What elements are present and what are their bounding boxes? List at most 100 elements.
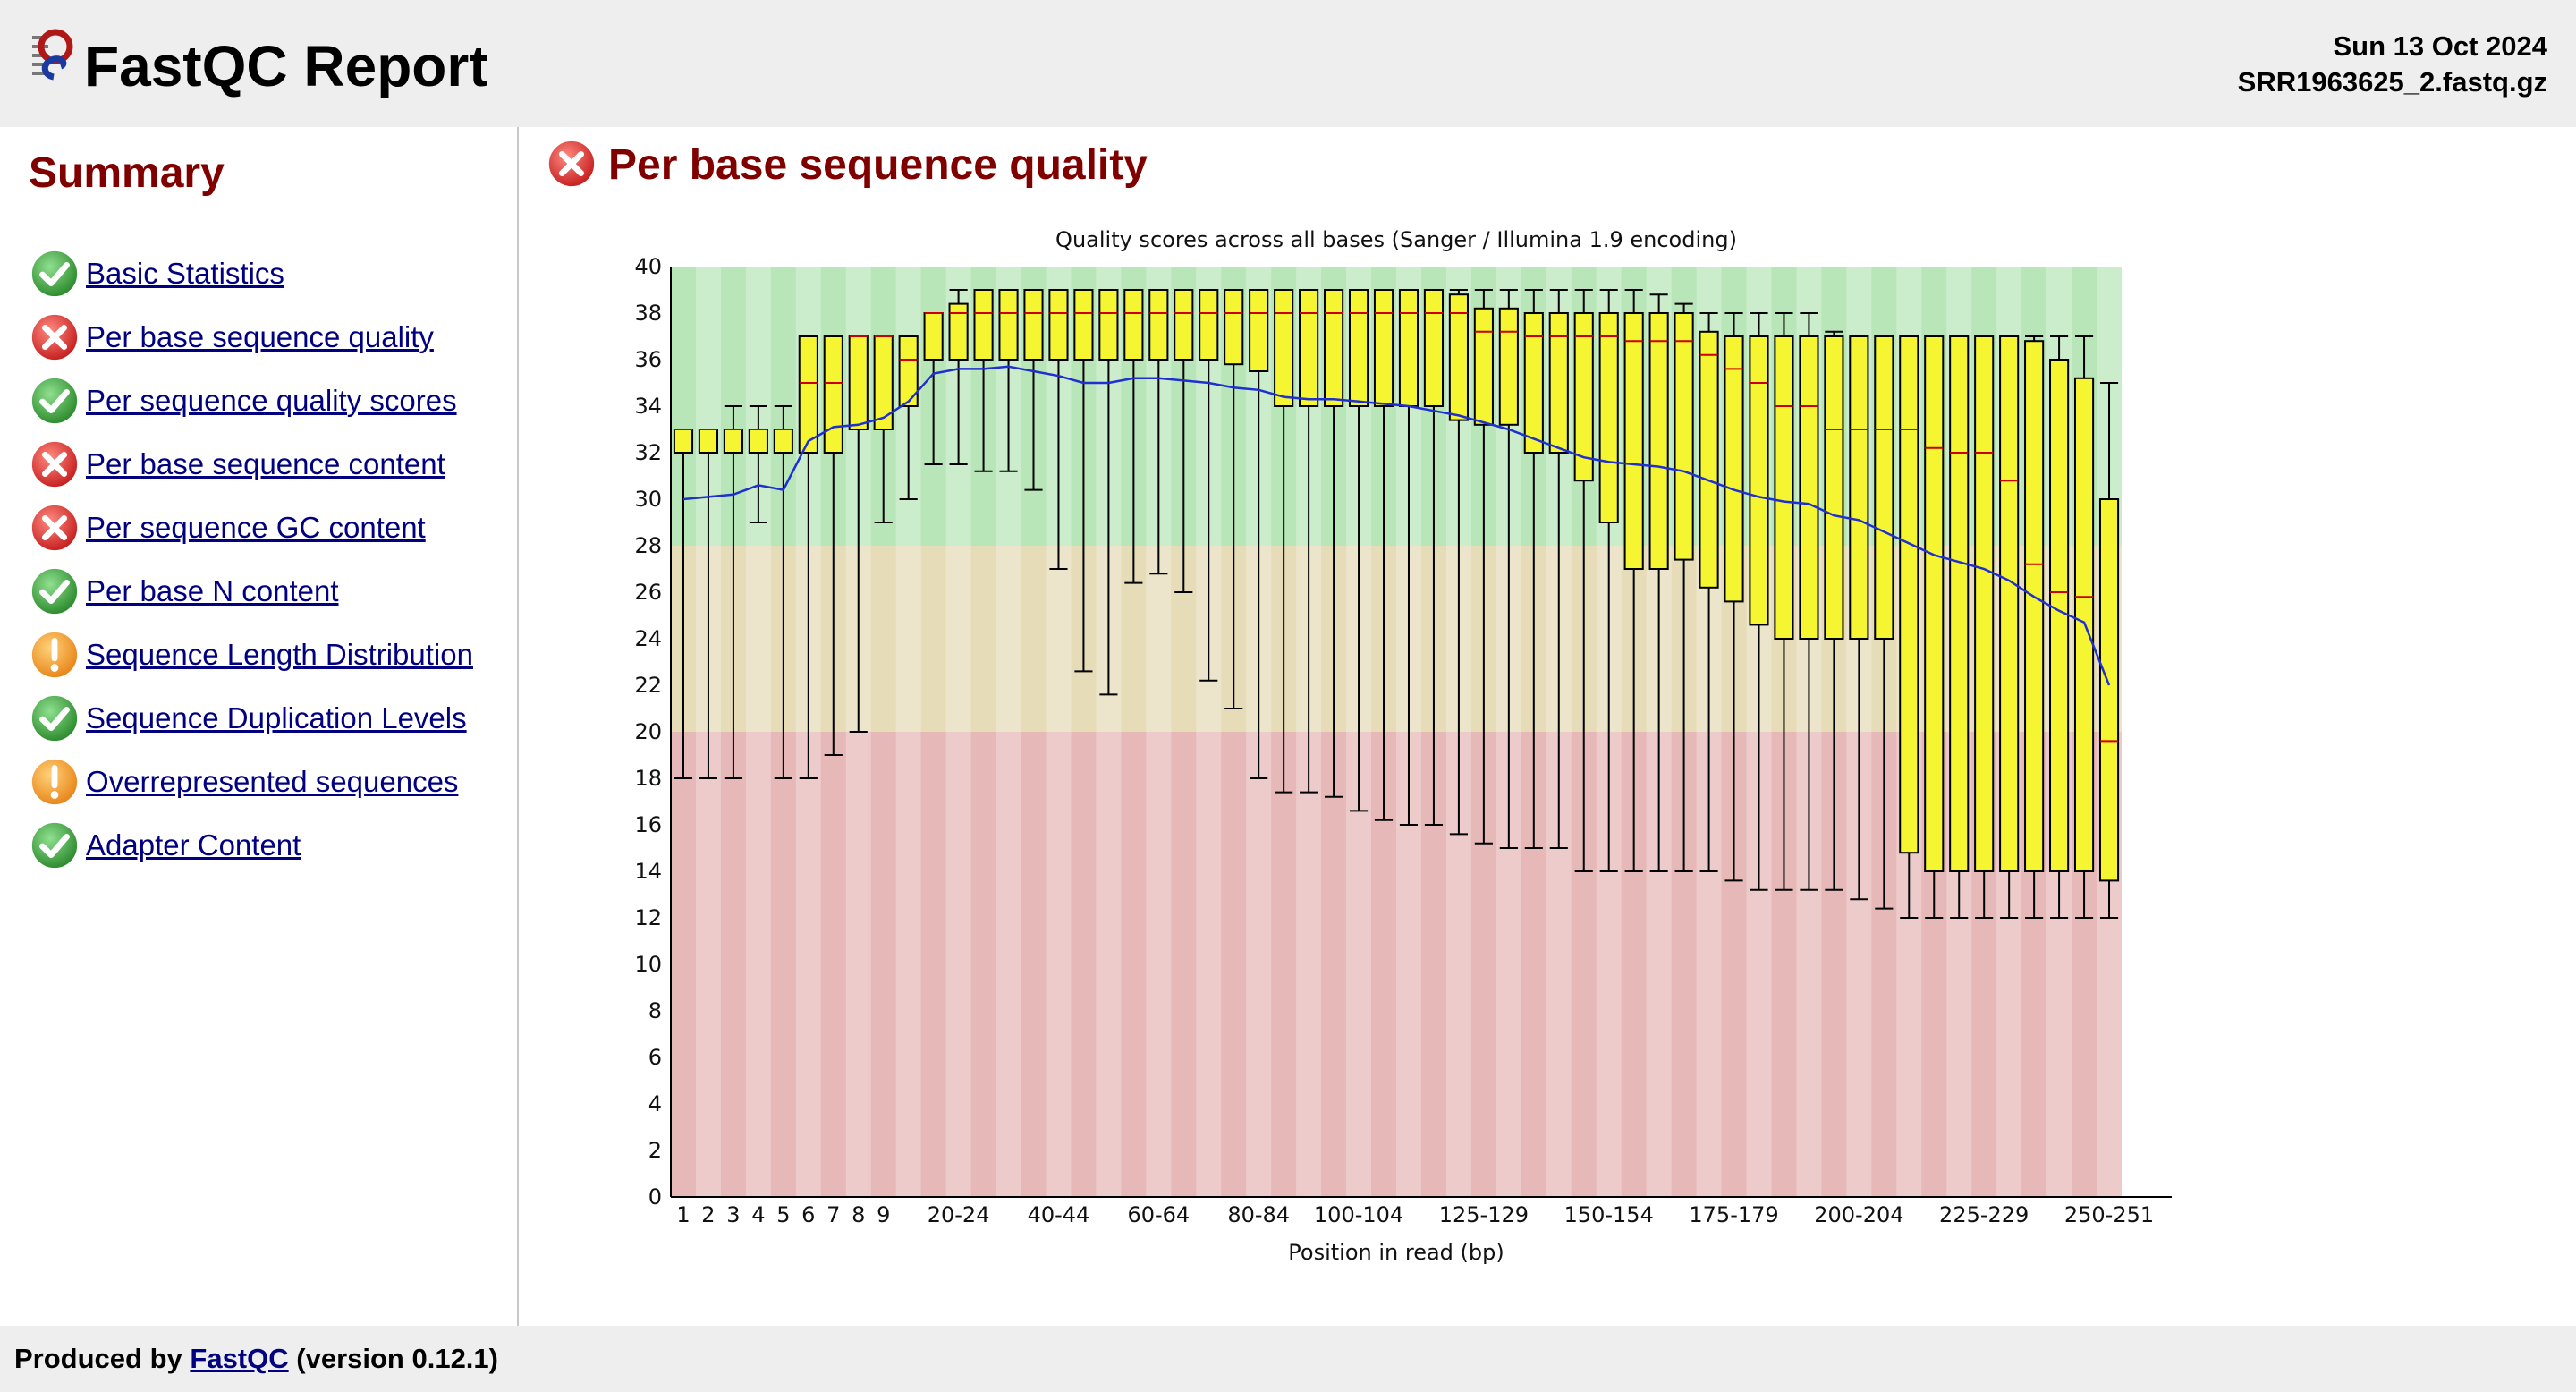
summary-item: Sequence Length Distribution bbox=[29, 623, 473, 686]
summary-link[interactable]: Per base sequence content bbox=[86, 446, 445, 480]
x-tick-label: 1 bbox=[676, 1202, 690, 1227]
summary-list: Basic Statistics Per base sequence qualit… bbox=[29, 242, 473, 877]
quality-box bbox=[873, 335, 894, 430]
summary-link[interactable]: Sequence Length Distribution bbox=[86, 637, 473, 671]
quality-box bbox=[1073, 289, 1094, 361]
y-tick-label: 32 bbox=[634, 440, 662, 465]
x-tick-label: 100-104 bbox=[1314, 1202, 1403, 1227]
summary-item: Per base sequence quality bbox=[29, 305, 473, 369]
quality-box bbox=[898, 335, 919, 407]
fail-cross-icon bbox=[30, 312, 80, 361]
quality-box bbox=[1924, 335, 1945, 872]
quality-box bbox=[1623, 312, 1644, 570]
summary-link[interactable]: Adapter Content bbox=[86, 828, 301, 862]
y-tick-label: 8 bbox=[648, 998, 662, 1023]
quality-box bbox=[948, 302, 969, 361]
pass-check-icon bbox=[30, 566, 80, 615]
fail-cross-icon bbox=[30, 439, 80, 488]
y-tick-label: 12 bbox=[634, 905, 662, 930]
quality-box bbox=[1949, 335, 1970, 872]
quality-box bbox=[923, 312, 944, 361]
summary-item: Per sequence quality scores bbox=[29, 369, 473, 432]
section-title: Per base sequence quality bbox=[608, 141, 1148, 189]
x-tick-label: 225-229 bbox=[1939, 1202, 2029, 1227]
quality-box bbox=[1348, 289, 1369, 407]
warn-exclamation-icon bbox=[30, 757, 80, 806]
quality-box bbox=[1674, 312, 1694, 561]
y-tick-label: 20 bbox=[634, 719, 662, 744]
quality-box bbox=[1224, 289, 1244, 366]
quality-box bbox=[998, 289, 1019, 361]
summary-link[interactable]: Per sequence GC content bbox=[86, 510, 426, 544]
pass-check-icon bbox=[30, 820, 80, 870]
y-tick-label: 38 bbox=[634, 301, 662, 326]
quality-box bbox=[1548, 312, 1569, 454]
report-meta: Sun 13 Oct 2024 SRR1963625_2.fastq.gz bbox=[2238, 29, 2547, 100]
quality-box bbox=[1299, 289, 1319, 407]
quality-box bbox=[1174, 289, 1194, 361]
pass-check-icon bbox=[30, 249, 80, 298]
report-footer: Produced by FastQC (version 0.12.1) bbox=[0, 1326, 2576, 1392]
summary-link[interactable]: Per base sequence quality bbox=[86, 319, 434, 353]
summary-item: Sequence Duplication Levels bbox=[29, 686, 473, 750]
warn-exclamation-icon bbox=[30, 630, 80, 679]
quality-box bbox=[2049, 359, 2070, 872]
quality-box bbox=[1274, 289, 1294, 407]
y-tick-label: 40 bbox=[634, 254, 662, 279]
summary-link[interactable]: Basic Statistics bbox=[86, 256, 284, 290]
summary-link[interactable]: Overrepresented sequences bbox=[86, 764, 459, 798]
report-header: FastQC Report Sun 13 Oct 2024 SRR1963625… bbox=[0, 0, 2576, 127]
quality-box bbox=[1724, 335, 1744, 603]
quality-box bbox=[1824, 335, 1844, 640]
summary-sidebar: Summary Basic Statistics Per base sequenc… bbox=[0, 127, 519, 1326]
quality-box bbox=[973, 289, 994, 361]
x-tick-label: 250-251 bbox=[2064, 1202, 2154, 1227]
fastqc-link[interactable]: FastQC bbox=[190, 1343, 289, 1374]
quality-box bbox=[723, 429, 743, 454]
x-tick-label: 40-44 bbox=[1028, 1202, 1090, 1227]
y-tick-label: 30 bbox=[634, 487, 662, 512]
quality-box bbox=[1123, 289, 1144, 361]
summary-link[interactable]: Sequence Duplication Levels bbox=[86, 700, 467, 734]
summary-link[interactable]: Per sequence quality scores bbox=[86, 383, 457, 417]
x-tick-label: 60-64 bbox=[1127, 1202, 1190, 1227]
quality-box bbox=[1999, 335, 2020, 872]
x-axis-label: Position in read (bp) bbox=[1288, 1240, 1504, 1265]
y-tick-label: 4 bbox=[648, 1091, 662, 1116]
x-tick-label: 2 bbox=[701, 1202, 715, 1227]
quality-box bbox=[1573, 312, 1594, 482]
x-tick-label: 4 bbox=[751, 1202, 765, 1227]
x-tick-label: 3 bbox=[726, 1202, 740, 1227]
quality-box bbox=[1849, 335, 1869, 640]
section-header: Per base sequence quality bbox=[546, 134, 1148, 197]
quality-box bbox=[1774, 335, 1794, 640]
quality-boxplot-chart: Quality scores across all bases (Sanger … bbox=[634, 227, 2172, 1265]
quality-box bbox=[773, 429, 793, 454]
x-tick-label: 20-24 bbox=[928, 1202, 990, 1227]
y-tick-label: 24 bbox=[634, 626, 662, 651]
x-tick-label: 175-179 bbox=[1689, 1202, 1778, 1227]
pass-check-icon bbox=[30, 693, 80, 743]
y-tick-label: 6 bbox=[648, 1045, 662, 1070]
summary-link[interactable]: Per base N content bbox=[86, 573, 339, 607]
quality-box bbox=[698, 429, 719, 454]
summary-item: Per base N content bbox=[29, 559, 473, 623]
quality-box bbox=[748, 429, 768, 454]
quality-box bbox=[848, 335, 869, 430]
quality-box bbox=[2024, 340, 2045, 872]
x-tick-label: 80-84 bbox=[1227, 1202, 1290, 1227]
quality-box bbox=[1048, 289, 1069, 361]
main-content: Per base sequence quality Quality scores… bbox=[519, 127, 2576, 1326]
y-tick-label: 18 bbox=[634, 766, 662, 791]
quality-box bbox=[1899, 335, 1919, 854]
fail-cross-icon bbox=[547, 139, 597, 188]
fastqc-logo-icon bbox=[32, 29, 73, 81]
x-tick-label: 8 bbox=[852, 1202, 865, 1227]
quality-box bbox=[673, 429, 694, 454]
footer-prefix: Produced by bbox=[14, 1343, 182, 1374]
quality-box bbox=[1398, 289, 1419, 407]
pass-check-icon bbox=[30, 376, 80, 425]
fail-cross-icon bbox=[30, 503, 80, 552]
x-tick-label: 125-129 bbox=[1439, 1202, 1529, 1227]
quality-box bbox=[1523, 312, 1544, 454]
